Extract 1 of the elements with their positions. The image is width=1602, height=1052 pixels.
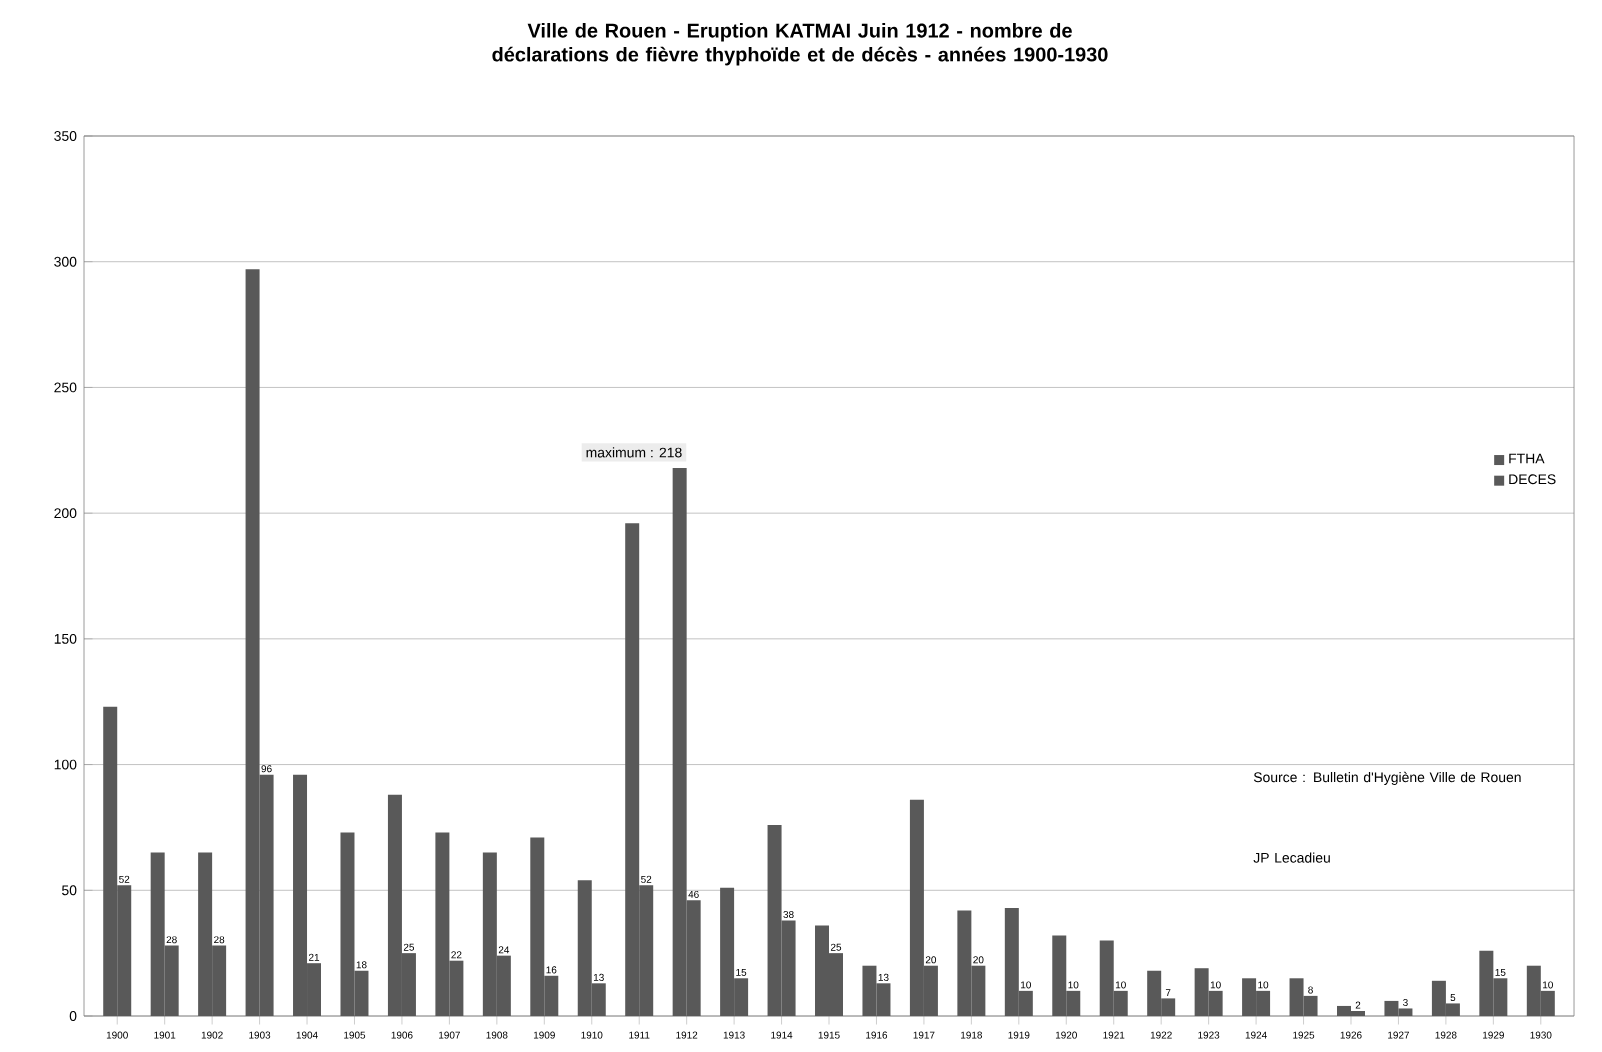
chart-title: Ville de Rouen - Eruption KATMAI Juin 1912 - nombre de déclarations de fièvre thyphoïde et de décès - années 1900-1930 — [492, 23, 1108, 66]
